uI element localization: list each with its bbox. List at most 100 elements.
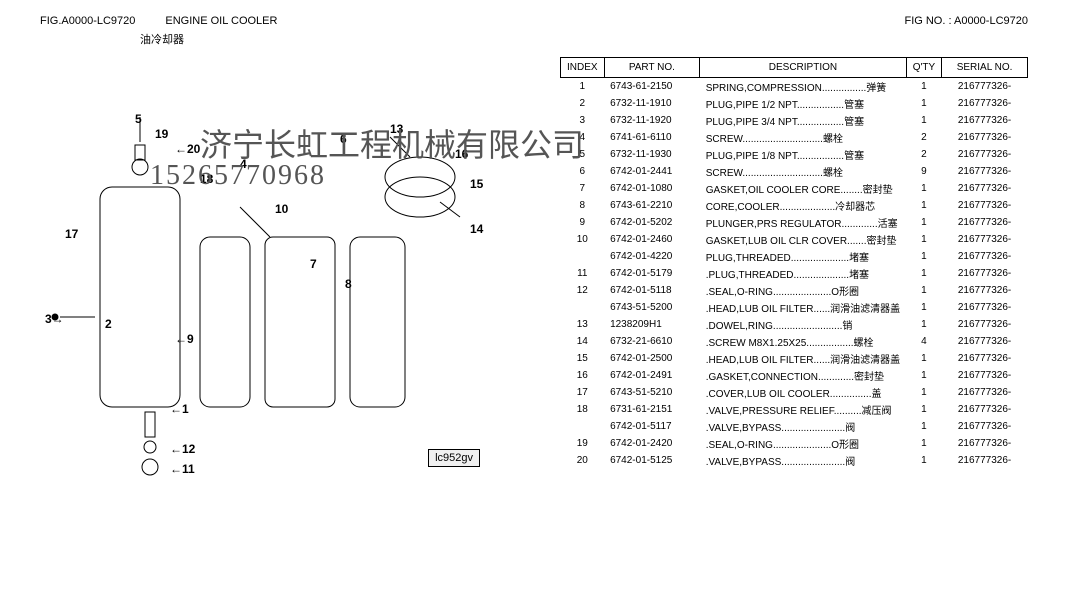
col-serial: SERIAL NO. xyxy=(942,58,1028,78)
cell-qty: 1 xyxy=(906,265,941,282)
col-partno: PART NO. xyxy=(604,58,700,78)
callout-13: 13 xyxy=(390,122,403,136)
cell-desc: .COVER,LUB OIL COOLER...............盖 xyxy=(700,384,906,401)
cell-desc: .VALVE,BYPASS.......................阀 xyxy=(700,418,906,435)
cell-index: 4 xyxy=(561,129,605,146)
cell-qty: 2 xyxy=(906,146,941,163)
cell-index: 1 xyxy=(561,78,605,96)
callout-11: ←11 xyxy=(170,462,195,476)
table-row: 36732-11-1920PLUG,PIPE 3/4 NPT..........… xyxy=(561,112,1028,129)
cell-partno: 6742-01-2420 xyxy=(604,435,700,452)
cell-desc: PLUG,PIPE 1/8 NPT.................管塞 xyxy=(700,146,906,163)
table-row: 16743-61-2150SPRING,COMPRESSION.........… xyxy=(561,78,1028,96)
cell-partno: 6742-01-2441 xyxy=(604,163,700,180)
cell-partno: 6743-61-2150 xyxy=(604,78,700,96)
table-row: 186731-61-2151.VALVE,PRESSURE RELIEF....… xyxy=(561,401,1028,418)
table-row: 6742-01-5117.VALVE,BYPASS...............… xyxy=(561,418,1028,435)
cell-partno: 6732-11-1930 xyxy=(604,146,700,163)
callout-12: ←12 xyxy=(170,442,195,456)
callout-15: 15 xyxy=(470,177,483,191)
cell-serial: 216777326- xyxy=(942,299,1028,316)
cell-partno: 1238209H1 xyxy=(604,316,700,333)
page-title: ENGINE OIL COOLER xyxy=(165,15,277,27)
cell-index: 5 xyxy=(561,146,605,163)
table-row: 6743-51-5200.HEAD,LUB OIL FILTER......润滑… xyxy=(561,299,1028,316)
cell-desc: .PLUG,THREADED....................堵塞 xyxy=(700,265,906,282)
cell-qty: 1 xyxy=(906,401,941,418)
cell-serial: 216777326- xyxy=(942,231,1028,248)
cell-qty: 1 xyxy=(906,452,941,469)
table-row: 66742-01-2441SCREW......................… xyxy=(561,163,1028,180)
cell-desc: PLUG,PIPE 3/4 NPT.................管塞 xyxy=(700,112,906,129)
cell-qty: 1 xyxy=(906,197,941,214)
cell-index xyxy=(561,248,605,265)
cell-partno: 6742-01-5179 xyxy=(604,265,700,282)
callout-1: ←1 xyxy=(170,402,189,416)
table-row: 46741-61-6110SCREW......................… xyxy=(561,129,1028,146)
cell-partno: 6743-51-5200 xyxy=(604,299,700,316)
callout-19: 19 xyxy=(155,127,168,141)
table-row: 176743-51-5210.COVER,LUB OIL COOLER.....… xyxy=(561,384,1028,401)
cell-partno: 6732-11-1920 xyxy=(604,112,700,129)
cell-serial: 216777326- xyxy=(942,435,1028,452)
table-row: 116742-01-5179.PLUG,THREADED............… xyxy=(561,265,1028,282)
cell-partno: 6742-01-5202 xyxy=(604,214,700,231)
table-row: 96742-01-5202PLUNGER,PRS REGULATOR......… xyxy=(561,214,1028,231)
callout-2: 2 xyxy=(105,317,112,331)
cell-qty: 1 xyxy=(906,384,941,401)
cell-desc: .SCREW M8X1.25X25.................螺栓 xyxy=(700,333,906,350)
cell-partno: 6741-61-6110 xyxy=(604,129,700,146)
cell-partno: 6732-11-1910 xyxy=(604,95,700,112)
cell-qty: 2 xyxy=(906,129,941,146)
cell-serial: 216777326- xyxy=(942,384,1028,401)
cell-serial: 216777326- xyxy=(942,452,1028,469)
callout-14: 14 xyxy=(470,222,483,236)
callout-4: 4 xyxy=(240,157,247,171)
header-right: FIG NO. : A0000-LC9720 xyxy=(904,15,1028,47)
cell-partno: 6742-01-5118 xyxy=(604,282,700,299)
cell-serial: 216777326- xyxy=(942,95,1028,112)
cell-serial: 216777326- xyxy=(942,316,1028,333)
parts-table-area: INDEX PART NO. DESCRIPTION Q'TY SERIAL N… xyxy=(560,57,1028,537)
cell-index: 17 xyxy=(561,384,605,401)
callout-3: 3→ xyxy=(45,312,64,326)
table-row: 196742-01-2420.SEAL,O-RING..............… xyxy=(561,435,1028,452)
table-row: 106742-01-2460GASKET,LUB OIL CLR COVER..… xyxy=(561,231,1028,248)
cell-desc: .HEAD,LUB OIL FILTER......润滑油滤清器盖 xyxy=(700,350,906,367)
cell-qty: 1 xyxy=(906,95,941,112)
table-row: 76742-01-1080GASKET,OIL COOLER CORE.....… xyxy=(561,180,1028,197)
cell-desc: .HEAD,LUB OIL FILTER......润滑油滤清器盖 xyxy=(700,299,906,316)
cell-serial: 216777326- xyxy=(942,265,1028,282)
cell-serial: 216777326- xyxy=(942,146,1028,163)
cell-desc: GASKET,LUB OIL CLR COVER.......密封垫 xyxy=(700,231,906,248)
cell-qty: 1 xyxy=(906,180,941,197)
cell-partno: 6742-01-5125 xyxy=(604,452,700,469)
cell-partno: 6742-01-2500 xyxy=(604,350,700,367)
cell-desc: .GASKET,CONNECTION.............密封垫 xyxy=(700,367,906,384)
cell-desc: PLUG,THREADED.....................堵塞 xyxy=(700,248,906,265)
cell-partno: 6742-01-2491 xyxy=(604,367,700,384)
table-row: 6742-01-4220PLUG,THREADED...............… xyxy=(561,248,1028,265)
cell-desc: SCREW.............................螺栓 xyxy=(700,129,906,146)
cell-qty: 1 xyxy=(906,350,941,367)
cell-index: 20 xyxy=(561,452,605,469)
cell-partno: 6731-61-2151 xyxy=(604,401,700,418)
cell-index: 3 xyxy=(561,112,605,129)
table-row: 26732-11-1910PLUG,PIPE 1/2 NPT..........… xyxy=(561,95,1028,112)
cell-partno: 6742-01-2460 xyxy=(604,231,700,248)
cell-qty: 1 xyxy=(906,299,941,316)
cell-qty: 1 xyxy=(906,435,941,452)
cell-index: 19 xyxy=(561,435,605,452)
cell-serial: 216777326- xyxy=(942,129,1028,146)
callout-8: 8 xyxy=(345,277,352,291)
cell-index: 2 xyxy=(561,95,605,112)
cell-qty: 1 xyxy=(906,231,941,248)
cell-qty: 1 xyxy=(906,78,941,96)
cell-index: 6 xyxy=(561,163,605,180)
callout-10: 10 xyxy=(275,202,288,216)
parts-table: INDEX PART NO. DESCRIPTION Q'TY SERIAL N… xyxy=(560,57,1028,469)
cell-partno: 6742-01-1080 xyxy=(604,180,700,197)
callout-6: 6 xyxy=(340,132,347,146)
fig-label: FIG.A0000-LC9720 xyxy=(40,15,135,27)
cell-partno: 6732-21-6610 xyxy=(604,333,700,350)
